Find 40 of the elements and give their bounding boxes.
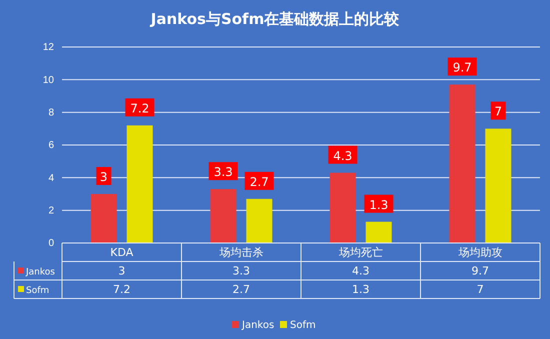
y-tick-label: 6 — [48, 140, 54, 152]
text: 2.7 — [232, 283, 250, 296]
data-label: 3 — [100, 170, 108, 184]
bar — [90, 194, 117, 243]
y-tick-label: 2 — [48, 206, 54, 217]
bar — [485, 128, 512, 243]
x-tick-label: 场均死亡 — [338, 246, 383, 259]
text: Sofm — [26, 286, 50, 296]
bar — [366, 222, 392, 243]
text: 7.2 — [113, 283, 130, 296]
y-tick-label: 8 — [48, 108, 54, 119]
text: 3 — [118, 264, 126, 278]
bar — [210, 189, 236, 243]
bar — [246, 198, 272, 243]
x-tick-label: KDA — [110, 246, 134, 259]
data-label: 4.3 — [333, 148, 352, 163]
bar — [449, 84, 476, 243]
data-label: 1.3 — [369, 198, 388, 212]
x-tick-label: 场均助攻 — [457, 246, 502, 259]
text: 3.3 — [232, 264, 250, 278]
data-label: 9.7 — [452, 60, 472, 75]
legend-label: Jankos — [25, 268, 56, 278]
y-tick-label: 0 — [48, 238, 54, 250]
legend-label: Sofm — [290, 320, 316, 331]
data-label: 7 — [494, 104, 502, 119]
text: Jankos — [242, 320, 274, 331]
x-tick-label: 场均击杀 — [218, 246, 264, 259]
data-label: 3.3 — [214, 165, 233, 180]
bar — [126, 125, 153, 243]
y-tick-label: 10 — [42, 74, 54, 86]
chart-title: Jankos与Sofm在基础数据上的比较 — [150, 10, 400, 28]
text: 4.3 — [352, 264, 370, 278]
y-tick-label: 12 — [42, 42, 54, 54]
text: 9.7 — [472, 264, 489, 278]
bar — [330, 172, 356, 243]
data-label: 7.2 — [130, 101, 150, 116]
text: 7 — [476, 283, 484, 296]
data-label: 2.7 — [250, 174, 269, 189]
y-tick-label: 4 — [48, 172, 54, 184]
text: 1.3 — [352, 283, 370, 296]
